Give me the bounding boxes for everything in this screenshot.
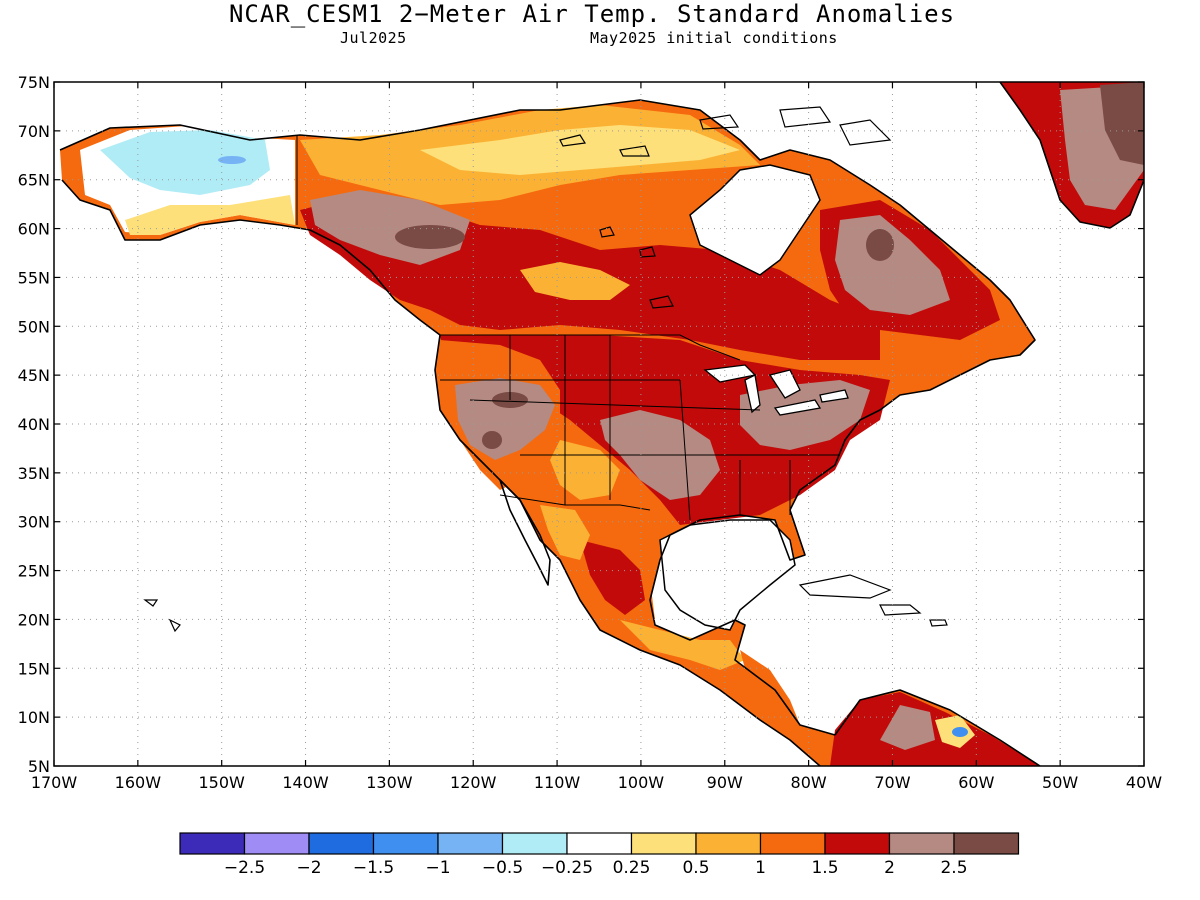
- colorbar-tick-label: 0.5: [682, 858, 709, 878]
- colorbar-swatch: [824, 832, 891, 855]
- graticule: [54, 82, 1144, 766]
- colorbar-swatch: [179, 832, 246, 855]
- colorbar-swatch: [630, 832, 697, 855]
- lat-label: 40N: [18, 415, 50, 434]
- mexico-yellow-coast: [540, 505, 590, 560]
- colorbar-swatch: [695, 832, 762, 855]
- hudson-bay: [689, 164, 821, 276]
- lat-label: 20N: [18, 610, 50, 629]
- lon-label: 110W: [534, 773, 581, 792]
- lat-label: 10N: [18, 708, 50, 727]
- lat-label: 50N: [18, 317, 50, 336]
- canada-light-belt: [420, 125, 740, 175]
- colorbar-tick-label: −1: [425, 858, 450, 878]
- lon-label: 80W: [791, 773, 827, 792]
- colorbar-swatch: [372, 832, 439, 855]
- us-brown-west: [455, 378, 555, 460]
- southwest-dark-core: [482, 431, 502, 449]
- lon-label: 100W: [618, 773, 665, 792]
- colorbar-swatch: [953, 832, 1020, 855]
- lon-label: 120W: [450, 773, 497, 792]
- south-america-cool-spot: [952, 727, 968, 737]
- initial-conditions: May2025 initial conditions: [590, 29, 838, 47]
- colorbar-tick-label: −1.5: [353, 858, 394, 878]
- alaska-cool-shading: [100, 130, 270, 195]
- colorbar-swatch: [501, 832, 568, 855]
- southern-mexico: [620, 620, 745, 670]
- colorbar-swatch: [888, 832, 955, 855]
- lon-label: 140W: [282, 773, 329, 792]
- east-canada-brown: [835, 215, 950, 315]
- canada-orange-inner: [520, 262, 630, 300]
- map-title: NCAR_CESM1 2−Meter Air Temp. Standard An…: [228, 0, 956, 28]
- gulf-of-mexico: [659, 519, 796, 631]
- alaska-warm-fringe: [125, 195, 295, 235]
- lon-label: 90W: [707, 773, 743, 792]
- valid-month: Jul2025: [340, 29, 407, 47]
- lat-label: 5N: [28, 757, 50, 776]
- lat-label: 65N: [18, 171, 50, 190]
- lon-label: 160W: [115, 773, 162, 792]
- south-america-brown: [880, 705, 935, 750]
- colorbar-tick-label: 2: [884, 858, 895, 878]
- colorbar-tick-label: −0.25: [541, 858, 593, 878]
- coastlines: [59, 82, 1144, 766]
- colorbar-tick-label: −0.5: [482, 858, 523, 878]
- lon-label: 150W: [199, 773, 246, 792]
- anomaly-map: [54, 82, 1144, 766]
- colorbar-tick-label: 0.25: [613, 858, 651, 878]
- colorbar-swatch: [437, 832, 504, 855]
- colorbar-tick-label: −2: [296, 858, 321, 878]
- texas-orange: [520, 480, 680, 570]
- lat-label: 60N: [18, 220, 50, 239]
- lon-label: 50W: [1042, 773, 1078, 792]
- colorbar-swatch: [308, 832, 375, 855]
- colorbar-tick-label: 1: [755, 858, 766, 878]
- canada-west-dark-core: [395, 225, 465, 249]
- lat-label: 35N: [18, 464, 50, 483]
- lat-label: 70N: [18, 122, 50, 141]
- lon-label: 40W: [1126, 773, 1162, 792]
- east-canada-dark-core: [866, 229, 894, 261]
- great-lakes: [703, 364, 849, 416]
- colorbar-swatch: [243, 832, 310, 855]
- lat-label: 15N: [18, 659, 50, 678]
- colorbar-tick-label: −2.5: [224, 858, 265, 878]
- latitude-axis: 75N 70N 65N 60N 55N 50N 45N 40N 35N 30N 25N 20N 15N 1…: [18, 73, 1144, 776]
- political-boundaries: [296, 135, 840, 521]
- colorbar-tick-label: 1.5: [811, 858, 838, 878]
- lon-label: 170W: [31, 773, 78, 792]
- lon-label: 60W: [958, 773, 994, 792]
- lat-label: 25N: [18, 562, 50, 581]
- scattered-islands: [143, 106, 948, 633]
- lat-label: 45N: [18, 366, 50, 385]
- south-america-red: [830, 692, 1040, 766]
- colorbar-tick-label: 2.5: [940, 858, 967, 878]
- colorbar: −2.5 −2 −1.5 −1 −0.5 −0.25 0.25 0.5 1 1.5 2 2.5: [179, 832, 1020, 878]
- colorbar-swatch: [566, 832, 633, 855]
- lon-label: 130W: [366, 773, 413, 792]
- lat-label: 75N: [18, 73, 50, 92]
- central-america: [740, 650, 800, 730]
- lat-label: 55N: [18, 268, 50, 287]
- lat-label: 30N: [18, 513, 50, 532]
- colorbar-swatch: [759, 832, 826, 855]
- mexico-red-band: [580, 540, 645, 615]
- lon-label: 70W: [874, 773, 910, 792]
- longitude-axis: 170W 160W 150W 140W 130W 120W 110W 100W 90W 80W 70…: [31, 82, 1162, 792]
- greenland-peak: [1100, 82, 1144, 165]
- alaska-cool-core: [218, 156, 246, 164]
